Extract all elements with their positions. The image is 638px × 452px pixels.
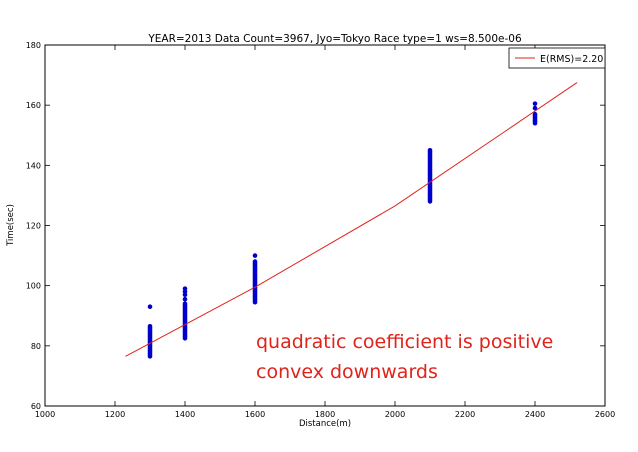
y-axis-label: Time(sec) [6, 204, 16, 247]
point-group-2400 [532, 101, 538, 126]
data-point-outlier [147, 304, 153, 310]
fit-lines [125, 82, 578, 357]
y-tick-label: 120 [26, 222, 41, 231]
y-tick-label: 140 [26, 161, 41, 170]
x-axis-label: Distance(m) [299, 419, 351, 429]
data-point [182, 301, 188, 307]
data-point-outlier [532, 101, 538, 106]
data-point-outlier [182, 296, 188, 302]
x-tick-label: 2200 [455, 410, 475, 419]
series-line-0 [125, 82, 578, 357]
chart-title: YEAR=2013 Data Count=3967, Jyo=Tokyo Rac… [147, 33, 522, 45]
annotation-line-2: convex downwards [256, 361, 438, 383]
y-tick-label: 60 [31, 402, 41, 411]
x-tick-label: 2400 [525, 410, 545, 419]
x-tick-label: 2000 [385, 410, 405, 419]
data-point [532, 111, 538, 117]
data-point-outlier [252, 253, 258, 258]
legend-label: E(RMS)=2.20 [540, 54, 603, 65]
data-point-outlier [532, 105, 538, 111]
x-tick-label: 1000 [35, 410, 55, 419]
legend-box [508, 47, 606, 69]
legend: E(RMS)=2.20 [508, 47, 606, 69]
x-tick-label: 1800 [315, 410, 335, 419]
x-tick-label: 1600 [245, 410, 265, 419]
y-tick-label: 180 [26, 41, 41, 50]
point-group-2100 [427, 147, 433, 204]
y-tick-label: 100 [26, 282, 41, 291]
data-point-outlier [182, 286, 188, 291]
x-tick-label: 1200 [105, 410, 125, 419]
x-tick-label: 1400 [175, 410, 195, 419]
x-tick-label: 2600 [595, 410, 615, 419]
data-point [427, 147, 433, 153]
annotation-line-1: quadratic coefficient is positive [256, 331, 553, 353]
y-tick-label: 80 [31, 342, 41, 351]
point-group-1400 [182, 286, 188, 341]
point-group-1300 [147, 304, 153, 359]
data-point [252, 259, 258, 264]
y-tick-label: 160 [26, 101, 41, 110]
point-group-1600 [252, 253, 258, 305]
data-point [147, 323, 153, 329]
scatter-points [147, 101, 538, 359]
axis-ticks: 1000 1200 1400 1600 1800 2000 2200 2400 2600 60 80… [26, 41, 615, 419]
